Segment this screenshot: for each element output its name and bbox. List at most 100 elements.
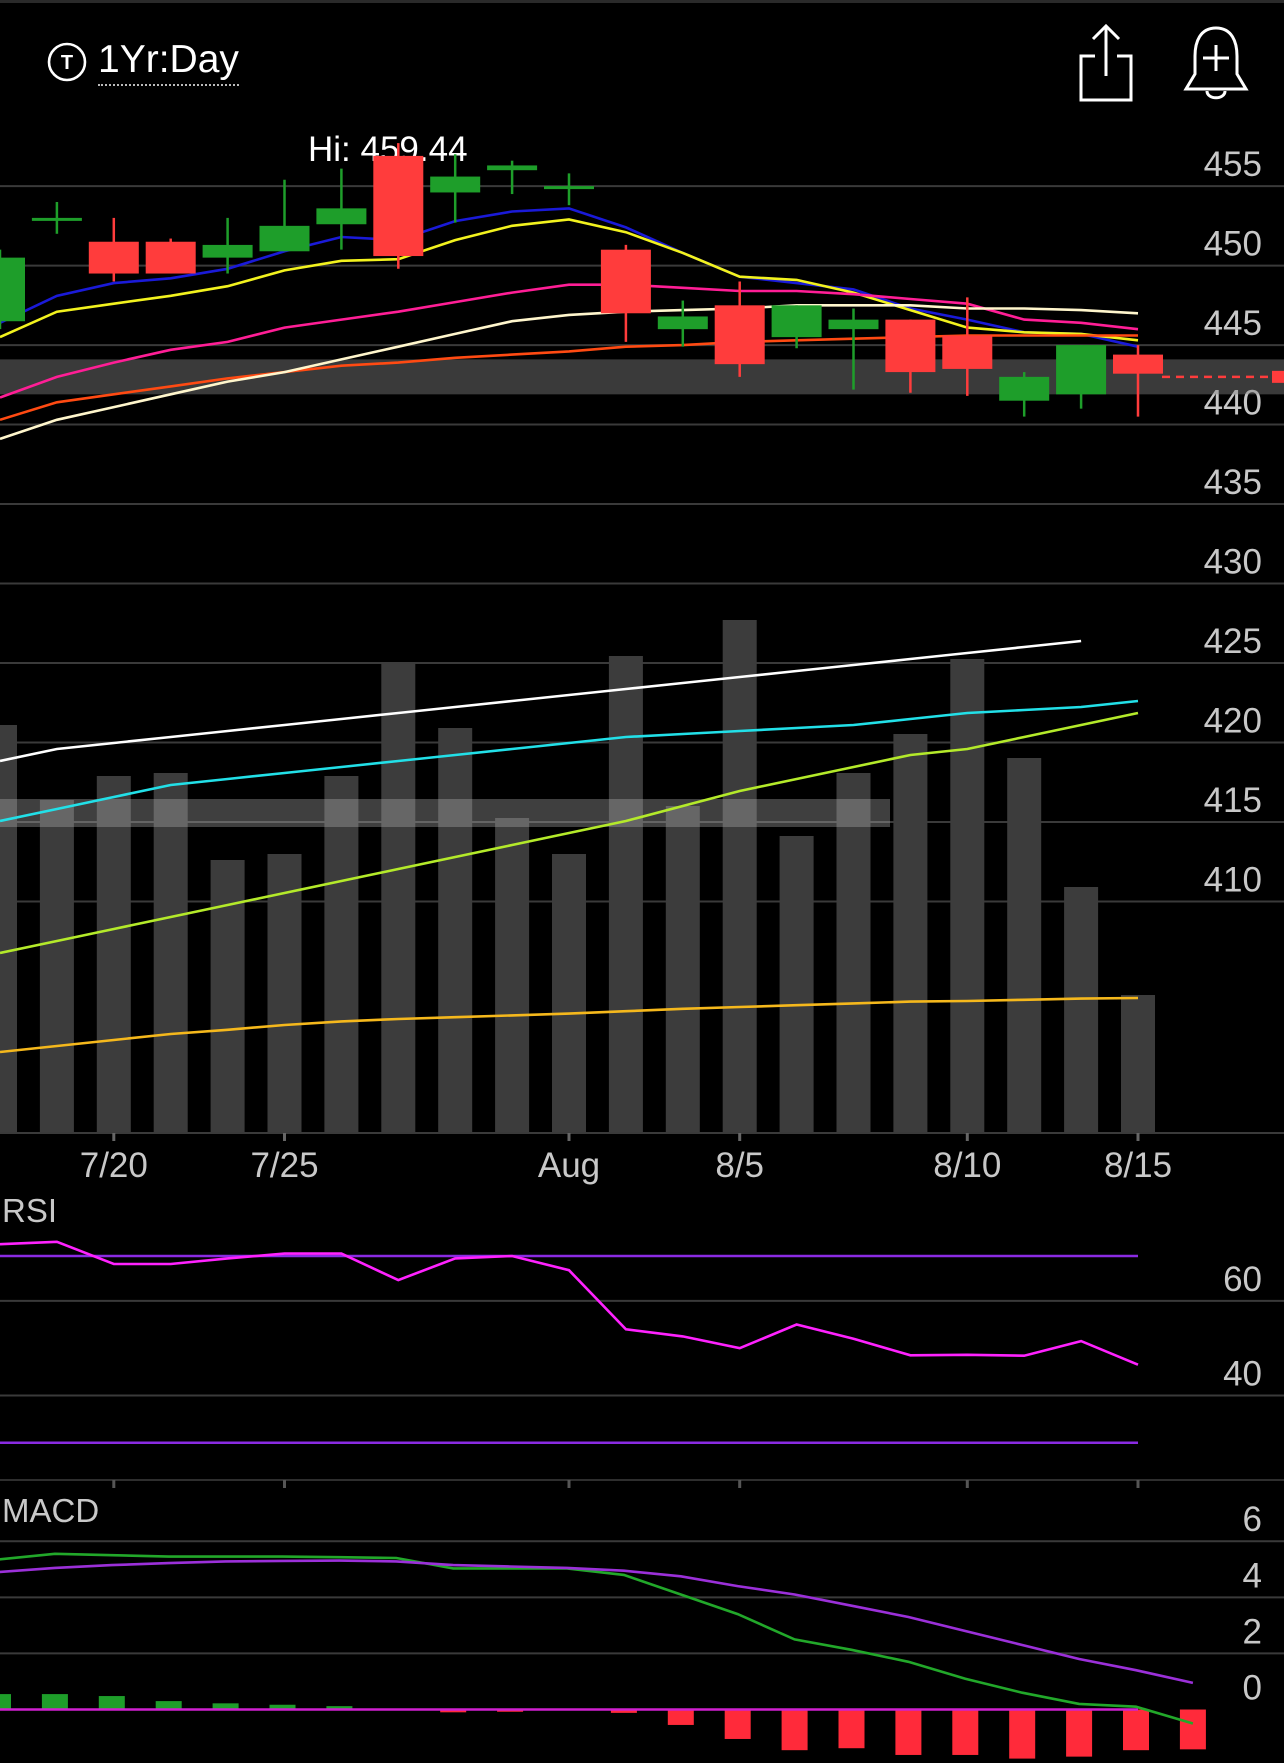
- price-tick-label: 425: [1204, 622, 1262, 661]
- candle-body-down: [942, 335, 993, 369]
- macd-histogram-bar-positive: [269, 1704, 296, 1710]
- macd-histogram-bar-negative: [667, 1709, 694, 1725]
- volume-bar: [608, 656, 643, 1133]
- macd-tick-label: 2: [1243, 1612, 1262, 1651]
- price-tick-label: 440: [1204, 384, 1262, 423]
- macd-tick-label: 0: [1243, 1669, 1262, 1708]
- rsi-tick-label: 60: [1223, 1260, 1262, 1299]
- candle-body-down: [714, 305, 765, 365]
- macd-histogram-bar-negative: [895, 1709, 922, 1755]
- candle-body-up: [828, 319, 879, 330]
- date-tick-label: 8/10: [933, 1146, 1001, 1185]
- date-tick-label: 8/15: [1104, 1146, 1172, 1185]
- price-tick-label: 415: [1204, 781, 1262, 820]
- candle-body-up: [430, 176, 481, 193]
- timeframe-icon-letter: T: [61, 52, 73, 74]
- macd-histogram-bar-positive: [326, 1706, 353, 1710]
- top-divider: [0, 0, 1284, 3]
- candle-body-down: [600, 249, 651, 314]
- volume-average-line: [0, 996, 1139, 1054]
- macd-tick-label: 6: [1243, 1500, 1262, 1539]
- macd-histogram-bar-positive: [155, 1701, 182, 1710]
- macd-tick-label: 4: [1243, 1556, 1262, 1595]
- candle-body-up: [202, 244, 253, 258]
- candle-body-down: [1113, 354, 1163, 374]
- candle-body-up: [544, 186, 594, 190]
- share-icon: [1079, 23, 1133, 102]
- rsi-panel-title: RSI: [2, 1192, 57, 1229]
- volume-bar: [552, 854, 586, 1133]
- volume-bar: [950, 659, 985, 1133]
- macd-line: [0, 1552, 1194, 1725]
- volume-bar: [722, 620, 757, 1133]
- volume-average-line: [0, 711, 1139, 955]
- last-price-marker: [1272, 370, 1284, 383]
- macd-histogram-bar-positive: [0, 1694, 11, 1710]
- candle-body-up: [31, 217, 82, 221]
- candle-body-up: [1056, 345, 1107, 395]
- candle-body-down: [885, 319, 936, 373]
- price-tick-label: 430: [1204, 543, 1262, 582]
- macd-histogram-bar-negative: [1066, 1709, 1093, 1757]
- candle-body-up: [0, 257, 25, 322]
- volume-bar: [438, 728, 473, 1133]
- macd-panel-title: MACD: [2, 1492, 99, 1529]
- candle-body-up: [999, 376, 1050, 401]
- candle-body-down: [145, 241, 196, 274]
- macd-histogram-bar-negative: [1179, 1709, 1206, 1750]
- timeframe-selector[interactable]: T 1Yr:Day: [46, 38, 239, 86]
- chart-header: T 1Yr:Day: [0, 0, 1284, 120]
- macd-histogram-bar-negative: [781, 1709, 808, 1751]
- price-tick-label: 450: [1204, 225, 1262, 264]
- candle-body-up: [259, 225, 310, 252]
- macd-histogram-bar-positive: [212, 1703, 239, 1710]
- volume-bar: [1064, 887, 1099, 1133]
- moving-average-line: [0, 218, 1139, 342]
- volume-average-line: [0, 639, 1082, 763]
- date-tick-label: 7/25: [250, 1146, 318, 1185]
- volume-zone-band: [0, 799, 890, 827]
- macd-histogram-bar-negative: [952, 1709, 979, 1755]
- price-tick-label: 445: [1204, 304, 1262, 343]
- volume-bar: [96, 776, 131, 1133]
- volume-bar: [1007, 758, 1042, 1133]
- price-tick-label: 435: [1204, 463, 1262, 502]
- price-tick-label: 455: [1204, 145, 1262, 184]
- volume-bar: [893, 734, 928, 1133]
- macd-line: [0, 1559, 1194, 1685]
- volume-bar: [779, 836, 814, 1133]
- candle-body-up: [316, 208, 367, 225]
- share-button[interactable]: [1075, 22, 1137, 102]
- volume-bar: [381, 662, 416, 1133]
- volume-bar: [153, 773, 188, 1133]
- macd-histogram-bar-negative: [724, 1709, 751, 1739]
- price-tick-label: 410: [1204, 860, 1262, 899]
- date-tick-label: 8/5: [715, 1146, 764, 1185]
- macd-histogram-bar-negative: [1009, 1709, 1036, 1759]
- rsi-tick-label: 40: [1223, 1354, 1262, 1393]
- date-tick-label: Aug: [538, 1146, 600, 1185]
- date-tick-label: 7/20: [80, 1146, 148, 1185]
- candle-body-up: [657, 316, 708, 330]
- volume-average-line: [0, 699, 1139, 823]
- price-tick-label: 420: [1204, 701, 1262, 740]
- macd-histogram-bar-negative: [440, 1709, 467, 1713]
- macd-histogram-bar-positive: [98, 1696, 125, 1710]
- volume-bar: [495, 818, 530, 1133]
- add-alert-bell-icon: [1183, 26, 1249, 100]
- timeframe-icon: T: [47, 42, 87, 82]
- volume-bar: [324, 776, 359, 1133]
- volume-bar: [1121, 995, 1155, 1133]
- timeframe-label: 1Yr:Day: [98, 38, 239, 86]
- candle-body-up: [487, 165, 538, 171]
- macd-histogram-bar-negative: [610, 1709, 637, 1713]
- volume-bar: [210, 860, 245, 1133]
- rsi-line: [0, 1240, 1139, 1366]
- volume-bar: [267, 854, 302, 1133]
- add-alert-button[interactable]: [1183, 22, 1249, 104]
- volume-bar: [836, 773, 871, 1133]
- moving-average-line: [0, 283, 1139, 399]
- candle-body-down: [88, 241, 139, 274]
- macd-histogram-bar-positive: [41, 1694, 68, 1710]
